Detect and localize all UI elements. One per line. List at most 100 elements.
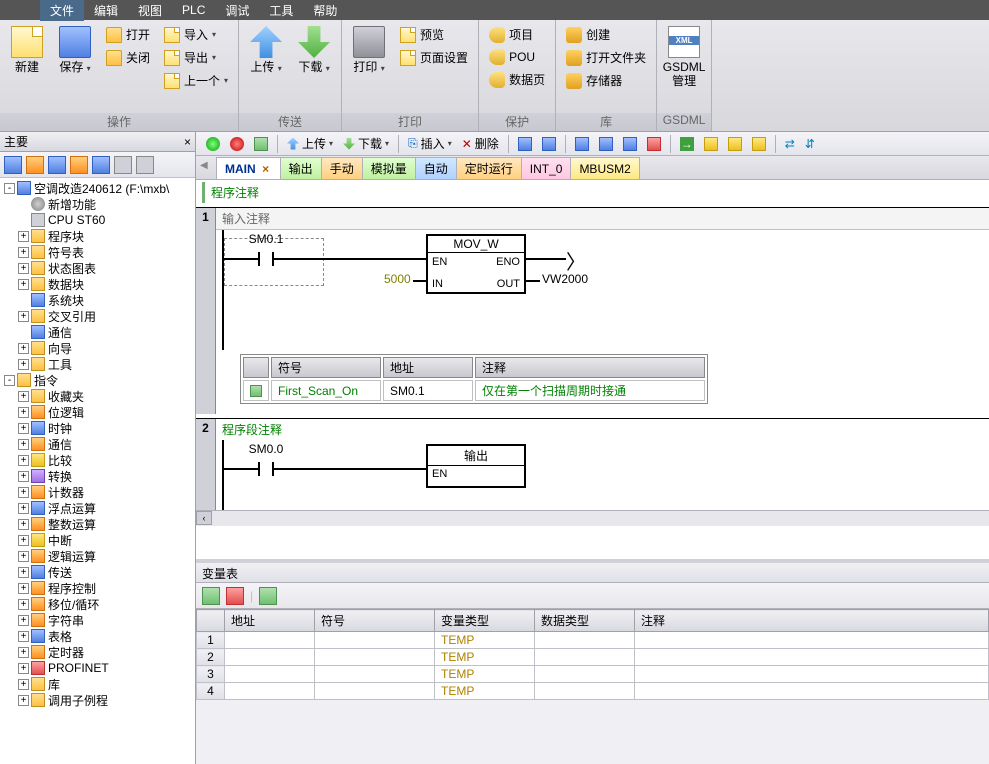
tree-expand[interactable]: +: [18, 359, 29, 370]
tree-instr-整数运算[interactable]: +整数运算: [0, 516, 195, 532]
network-2-ladder[interactable]: SM0.0 输出 EN: [216, 440, 989, 510]
tree-instructions-root[interactable]: -指令: [0, 372, 195, 388]
tree-expand[interactable]: -: [4, 375, 15, 386]
tree-expand[interactable]: +: [18, 535, 29, 546]
ribbon-close[interactable]: 关闭: [102, 47, 154, 68]
tool-j[interactable]: [748, 134, 770, 154]
tree-instr-程序控制[interactable]: +程序控制: [0, 580, 195, 596]
tool-h[interactable]: [700, 134, 722, 154]
ribbon-openfolder[interactable]: 打开文件夹: [562, 47, 650, 68]
ladder-editor[interactable]: 程序注释 1 输入注释 SM0.1: [196, 180, 989, 559]
tree-状态图表[interactable]: +状态图表: [0, 260, 195, 276]
menu-帮助[interactable]: 帮助: [303, 0, 347, 21]
var-row[interactable]: 4TEMP: [197, 683, 989, 700]
tree-expand[interactable]: +: [18, 471, 29, 482]
upload-button[interactable]: 上传▾: [283, 134, 337, 154]
tree-instr-中断[interactable]: +中断: [0, 532, 195, 548]
var-row[interactable]: 2TEMP: [197, 649, 989, 666]
ribbon-print[interactable]: 打印 ▾: [346, 22, 392, 80]
ribbon-preview[interactable]: 预览: [396, 24, 472, 45]
ribbon-storage[interactable]: 存储器: [562, 70, 650, 91]
tree-expand[interactable]: +: [18, 231, 29, 242]
tree-instr-收藏夹[interactable]: +收藏夹: [0, 388, 195, 404]
var-row[interactable]: 3TEMP: [197, 666, 989, 683]
toolbar-icon-2[interactable]: [26, 156, 44, 174]
tool-k[interactable]: ⇄: [781, 134, 799, 154]
tree-expand[interactable]: +: [18, 279, 29, 290]
tree-expand[interactable]: +: [18, 263, 29, 274]
tree-instr-时钟[interactable]: +时钟: [0, 420, 195, 436]
tool-d[interactable]: [595, 134, 617, 154]
tree-instr-通信[interactable]: +通信: [0, 436, 195, 452]
ribbon-create[interactable]: 创建: [562, 24, 650, 45]
tree-project-root[interactable]: -空调改造240612 (F:\mxb\: [0, 180, 195, 196]
tree-系统块[interactable]: 系统块: [0, 292, 195, 308]
tree-instr-字符串[interactable]: +字符串: [0, 612, 195, 628]
tool-l[interactable]: ⇵: [801, 134, 819, 154]
tree-交叉引用[interactable]: +交叉引用: [0, 308, 195, 324]
vartable-del[interactable]: [226, 587, 244, 605]
tool-e[interactable]: [619, 134, 641, 154]
stop-button[interactable]: [226, 134, 248, 154]
menu-调试[interactable]: 调试: [215, 0, 259, 21]
tree-expand[interactable]: +: [18, 567, 29, 578]
toolbar-icon-7[interactable]: [136, 156, 154, 174]
tree-expand[interactable]: +: [18, 503, 29, 514]
tree-expand[interactable]: +: [18, 519, 29, 530]
toolbar-icon-1[interactable]: [4, 156, 22, 174]
ribbon-pou[interactable]: POU: [485, 47, 549, 67]
varcol-2[interactable]: 符号: [315, 610, 435, 632]
tab-MBUSM2[interactable]: MBUSM2: [570, 157, 639, 179]
tab-close[interactable]: ×: [260, 163, 272, 175]
tree-instr-计数器[interactable]: +计数器: [0, 484, 195, 500]
toolbar-icon-3[interactable]: [48, 156, 66, 174]
left-panel-close[interactable]: ×: [184, 135, 191, 149]
tab-INT_0[interactable]: INT_0: [521, 157, 572, 179]
ribbon-datapage[interactable]: 数据页: [485, 69, 549, 90]
tool-b[interactable]: [538, 134, 560, 154]
ribbon-project[interactable]: 项目: [485, 24, 549, 45]
compile-button[interactable]: [250, 134, 272, 154]
tree-instr-逻辑运算[interactable]: +逻辑运算: [0, 548, 195, 564]
tool-i[interactable]: [724, 134, 746, 154]
tab-定时运行[interactable]: 定时运行: [456, 157, 522, 179]
tree-instr-库[interactable]: +库: [0, 676, 195, 692]
ribbon-download[interactable]: 下载 ▾: [291, 22, 337, 80]
tree-expand[interactable]: +: [18, 695, 29, 706]
tree-向导[interactable]: +向导: [0, 340, 195, 356]
tab-自动[interactable]: 自动: [415, 157, 457, 179]
tree-expand[interactable]: +: [18, 615, 29, 626]
ribbon-open[interactable]: 打开: [102, 24, 154, 45]
ribbon-pagesetup[interactable]: 页面设置: [396, 47, 472, 68]
tab-MAIN[interactable]: MAIN×: [216, 157, 281, 179]
menu-编辑[interactable]: 编辑: [84, 0, 128, 21]
delete-button[interactable]: ✕删除: [458, 134, 503, 154]
tree-instr-比较[interactable]: +比较: [0, 452, 195, 468]
varcol-3[interactable]: 变量类型: [435, 610, 535, 632]
tree-instr-传送[interactable]: +传送: [0, 564, 195, 580]
tree-expand[interactable]: +: [18, 407, 29, 418]
menu-工具[interactable]: 工具: [259, 0, 303, 21]
menu-文件[interactable]: 文件: [40, 0, 84, 21]
tree-新增功能[interactable]: 新增功能: [0, 196, 195, 212]
tree-expand[interactable]: +: [18, 247, 29, 258]
vartable-add[interactable]: [202, 587, 220, 605]
tree-instr-调用子例程[interactable]: +调用子例程: [0, 692, 195, 708]
tree-expand[interactable]: +: [18, 631, 29, 642]
tree-expand[interactable]: +: [18, 487, 29, 498]
editor-hscroll[interactable]: ‹: [196, 510, 989, 526]
tree-工具[interactable]: +工具: [0, 356, 195, 372]
tool-f[interactable]: [643, 134, 665, 154]
contact-sm00[interactable]: SM0.0: [236, 454, 296, 484]
varcol-5[interactable]: 注释: [635, 610, 989, 632]
varcol-4[interactable]: 数据类型: [535, 610, 635, 632]
ribbon-import[interactable]: 导入▾: [160, 24, 232, 45]
tab-nav-left[interactable]: ◀: [200, 160, 208, 171]
tree-instr-PROFINET[interactable]: +PROFINET: [0, 660, 195, 676]
tree-expand[interactable]: +: [18, 311, 29, 322]
varcol-0[interactable]: [197, 610, 225, 632]
tree-instr-位逻辑[interactable]: +位逻辑: [0, 404, 195, 420]
toolbar-icon-5[interactable]: [92, 156, 110, 174]
tab-手动[interactable]: 手动: [321, 157, 363, 179]
toolbar-icon-4[interactable]: [70, 156, 88, 174]
